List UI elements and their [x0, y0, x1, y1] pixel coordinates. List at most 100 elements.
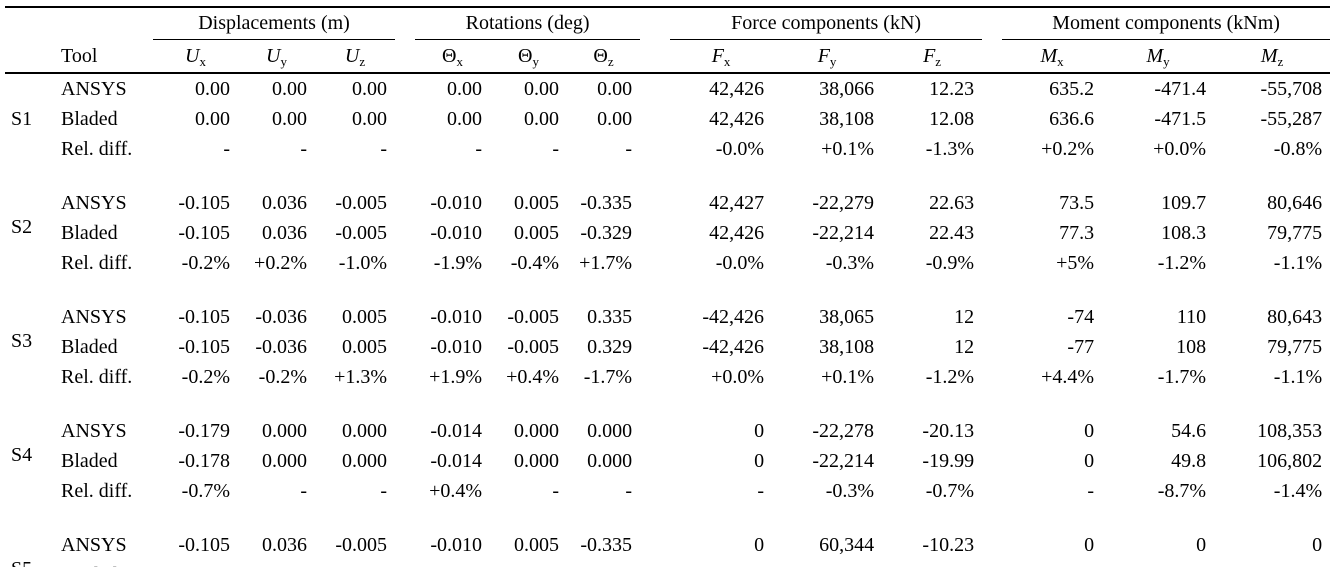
value-cell: -0.179	[178, 420, 230, 442]
group-gap	[640, 506, 670, 560]
value-cell: 54.6	[1171, 420, 1207, 442]
value-cell: -42,426	[702, 306, 765, 328]
value-cell: 38,108	[819, 108, 875, 130]
value-cell: -1.1%	[1273, 366, 1323, 388]
value-cell: -0.335	[580, 192, 633, 214]
value-cell: 0.335	[587, 306, 633, 328]
value-cell: -42,426	[702, 336, 765, 358]
table-row: S1 ANSYS 0.00 0.00 0.00 0.00 0.00 0.00 42,426 38,…	[5, 73, 1330, 130]
case-label: S5	[5, 506, 53, 567]
value-cell: 79,775	[1267, 336, 1323, 358]
value-cell: 60,344	[819, 534, 875, 556]
col-symbol: Θ	[593, 45, 608, 67]
group-gap	[395, 134, 415, 164]
value-cell: 42,426	[709, 222, 765, 244]
col-group-rotations: Rotations (deg)	[415, 7, 641, 40]
value-cell: 42,426	[709, 78, 765, 100]
table-row: S3 ANSYS -0.105 -0.036 0.005 -0.010 -0.005 0.33…	[5, 278, 1330, 352]
col-header-m-z: Mz	[1214, 39, 1331, 74]
value-cell: -	[300, 480, 307, 502]
case-label: S4	[11, 444, 33, 466]
group-gap	[982, 278, 1002, 332]
group-gap	[395, 7, 415, 40]
value-cell: -	[380, 480, 388, 502]
group-gap	[395, 218, 415, 248]
value-cell: -0.010	[430, 336, 483, 358]
tool-cell: Rel. diff.	[61, 252, 133, 274]
value-cell: -0.005	[507, 336, 560, 358]
value-cell: -0.036	[255, 336, 307, 358]
value-cell: 0.00	[352, 108, 388, 130]
value-cell: -	[625, 138, 633, 160]
col-header-theta-z: Θz	[567, 39, 641, 74]
case-group-s3: S3 ANSYS -0.105 -0.036 0.005 -0.010 -0.005 0.33…	[5, 278, 1330, 392]
value-cell: 0	[1102, 560, 1214, 567]
col-header-theta-y: Θy	[490, 39, 568, 74]
group-gap	[395, 39, 416, 74]
group-gap	[640, 134, 670, 164]
col-header-m-y: My	[1102, 39, 1215, 74]
value-cell: +1.7%	[579, 252, 633, 274]
value-cell: 0.00	[352, 78, 388, 100]
value-cell: 0.00	[447, 78, 483, 100]
value-cell: 12	[954, 306, 975, 328]
value-cell: 0.005	[514, 222, 560, 244]
group-gap	[640, 164, 670, 218]
value-cell: 77.3	[1059, 222, 1095, 244]
value-cell: +4.4%	[1041, 366, 1095, 388]
col-symbol: M	[1260, 45, 1278, 67]
col-header-f-z: Fz	[882, 39, 983, 74]
group-gap	[982, 248, 1002, 278]
value-cell: 22.43	[929, 222, 975, 244]
value-cell: -0.005	[335, 192, 388, 214]
tool-cell: Rel. diff.	[61, 366, 133, 388]
tool-cell: Rel. diff.	[61, 480, 133, 502]
group-gap	[640, 39, 671, 74]
value-cell: -0.105	[153, 560, 238, 567]
value-cell: +0.1%	[821, 366, 875, 388]
col-header-f-x: Fx	[670, 39, 773, 74]
value-cell: -0.105	[178, 192, 230, 214]
value-cell: -0.010	[430, 306, 483, 328]
table-row: Rel. diff. -0.2% -0.2% +1.3% +1.9% +0.4% -1.7%…	[5, 362, 1330, 392]
value-cell: 0.000	[342, 450, 388, 472]
col-group-forces: Force components (kN)	[670, 7, 983, 40]
value-cell: 0	[1084, 420, 1095, 442]
case-label: S2	[11, 216, 33, 238]
group-gap	[982, 104, 1002, 134]
table-row: Bladed 0.00 0.00 0.00 0.00 0.00 0.00 42,426 38,1…	[5, 104, 1330, 134]
value-cell: 110	[1176, 306, 1207, 328]
group-gap	[640, 248, 670, 278]
table-row: S5ANSYS-0.1050.036-0.005-0.0100.005-0.33…	[5, 506, 1330, 567]
value-cell: 0.00	[195, 108, 230, 130]
col-header-f-y: Fy	[772, 39, 883, 74]
value-cell: -0.036	[255, 306, 307, 328]
value-cell: 0.000	[514, 420, 560, 442]
value-cell: -1.3%	[925, 138, 975, 160]
group-header-row: Displacements (m) Rotations (deg) Force …	[5, 7, 1331, 40]
tool-cell: ANSYS	[61, 192, 127, 214]
group-gap	[640, 73, 670, 104]
col-subscript: x	[1057, 54, 1064, 69]
value-cell: -55,287	[1260, 108, 1323, 130]
case-label: S3	[11, 330, 33, 352]
group-gap	[395, 332, 415, 362]
group-gap	[640, 476, 670, 506]
value-cell: 38,065	[819, 306, 875, 328]
tool-column-header: Tool	[53, 39, 153, 74]
col-subscript: x	[456, 54, 464, 69]
value-cell: 0.005	[514, 534, 560, 556]
value-cell: 0	[754, 450, 765, 472]
value-cell: -22,278	[812, 420, 875, 442]
value-cell: 73.5	[1059, 192, 1095, 214]
col-symbol: F	[711, 45, 724, 67]
value-cell: 12.23	[929, 78, 975, 100]
value-cell: -	[757, 480, 765, 502]
value-cell: 0	[1084, 450, 1095, 472]
value-cell: 0.000	[262, 420, 307, 442]
value-cell: -0.7%	[181, 480, 230, 502]
value-cell: -0.014	[430, 420, 483, 442]
group-gap	[640, 104, 670, 134]
value-cell: 0	[1002, 560, 1102, 567]
group-gap	[395, 104, 415, 134]
